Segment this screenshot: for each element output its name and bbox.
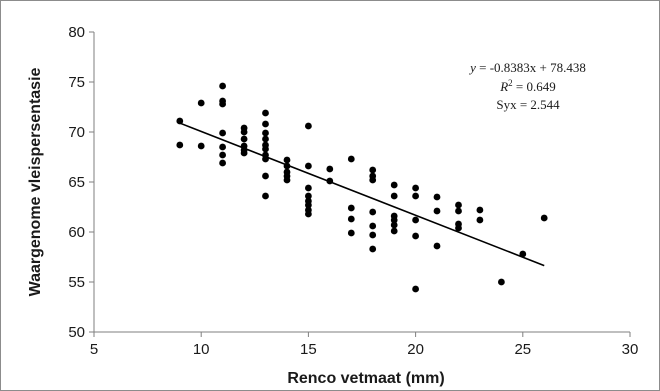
y-tick-label: 80 — [68, 24, 85, 41]
data-point — [476, 206, 484, 214]
data-point — [176, 141, 184, 149]
x-tick-label: 25 — [514, 341, 531, 358]
equation-variable: y — [468, 60, 476, 75]
data-point — [262, 129, 269, 137]
data-point — [305, 122, 312, 130]
data-point — [433, 242, 441, 250]
data-point — [412, 192, 419, 200]
x-tick-label: 5 — [90, 341, 98, 358]
r-squared-variable: R — [499, 79, 508, 94]
data-point — [240, 135, 248, 143]
data-point — [369, 208, 377, 216]
y-tick-label: 70 — [68, 124, 85, 141]
data-point — [262, 192, 269, 200]
syx-annotation: Syx = 2.544 — [496, 97, 560, 112]
data-point — [305, 201, 312, 209]
data-point — [369, 231, 377, 239]
data-point — [262, 135, 269, 143]
data-point — [197, 99, 205, 107]
data-point — [455, 224, 462, 232]
data-point — [197, 142, 205, 150]
data-point — [262, 109, 269, 117]
r-squared-text: = 0.649 — [513, 79, 556, 94]
data-point — [455, 201, 462, 209]
data-point — [305, 162, 312, 170]
data-point — [219, 100, 227, 108]
y-tick-label: 65 — [68, 174, 85, 191]
x-tick-label: 20 — [407, 341, 424, 358]
data-point — [347, 204, 355, 212]
data-point — [240, 149, 248, 157]
data-point — [369, 222, 377, 230]
data-point — [305, 184, 312, 192]
y-tick-label: 55 — [68, 274, 85, 291]
data-point — [219, 82, 227, 90]
data-point — [498, 278, 505, 286]
data-point — [390, 181, 398, 189]
data-point — [262, 145, 269, 153]
r-squared-annotation: R2 = 0.649 — [499, 78, 556, 94]
x-tick-label: 10 — [193, 341, 210, 358]
data-point — [219, 159, 227, 167]
data-point — [347, 215, 355, 223]
data-point — [305, 192, 312, 200]
data-point — [219, 129, 227, 137]
data-point — [412, 184, 419, 192]
data-point — [390, 216, 398, 224]
data-point — [262, 172, 269, 180]
data-point — [369, 176, 377, 184]
y-tick-label: 50 — [68, 324, 85, 341]
y-axis-title: Waargenome vleispersentasie — [27, 67, 44, 296]
x-tick-label: 15 — [300, 341, 317, 358]
data-point — [390, 221, 398, 229]
data-point — [347, 229, 355, 237]
data-point — [326, 165, 334, 173]
data-point — [369, 166, 377, 174]
regression-equation: y = -0.8383x + 78.438 — [468, 60, 586, 75]
r-squared-superscript: 2 — [508, 78, 513, 88]
y-tick-label: 75 — [68, 74, 85, 91]
trend-line — [179, 122, 545, 267]
data-point — [455, 207, 462, 215]
data-point — [412, 216, 419, 224]
data-point — [347, 155, 355, 163]
data-point — [412, 232, 419, 240]
data-point — [433, 207, 441, 215]
x-axis-title: Renco vetmaat (mm) — [287, 370, 444, 387]
data-point — [390, 192, 398, 200]
y-tick-label: 60 — [68, 224, 85, 241]
data-point — [433, 193, 441, 201]
data-point — [412, 285, 419, 293]
data-point — [305, 210, 312, 218]
equation-text: = -0.8383x + 78.438 — [476, 60, 586, 75]
data-point — [219, 151, 227, 159]
data-point — [369, 245, 377, 253]
data-point — [540, 214, 548, 222]
data-point — [176, 117, 184, 125]
data-point — [476, 216, 484, 224]
x-tick-label: 30 — [622, 341, 639, 358]
data-point — [240, 128, 248, 136]
data-point — [390, 227, 398, 235]
data-point — [262, 120, 269, 128]
data-point — [283, 176, 291, 184]
data-point — [283, 156, 291, 164]
data-point — [219, 143, 227, 151]
